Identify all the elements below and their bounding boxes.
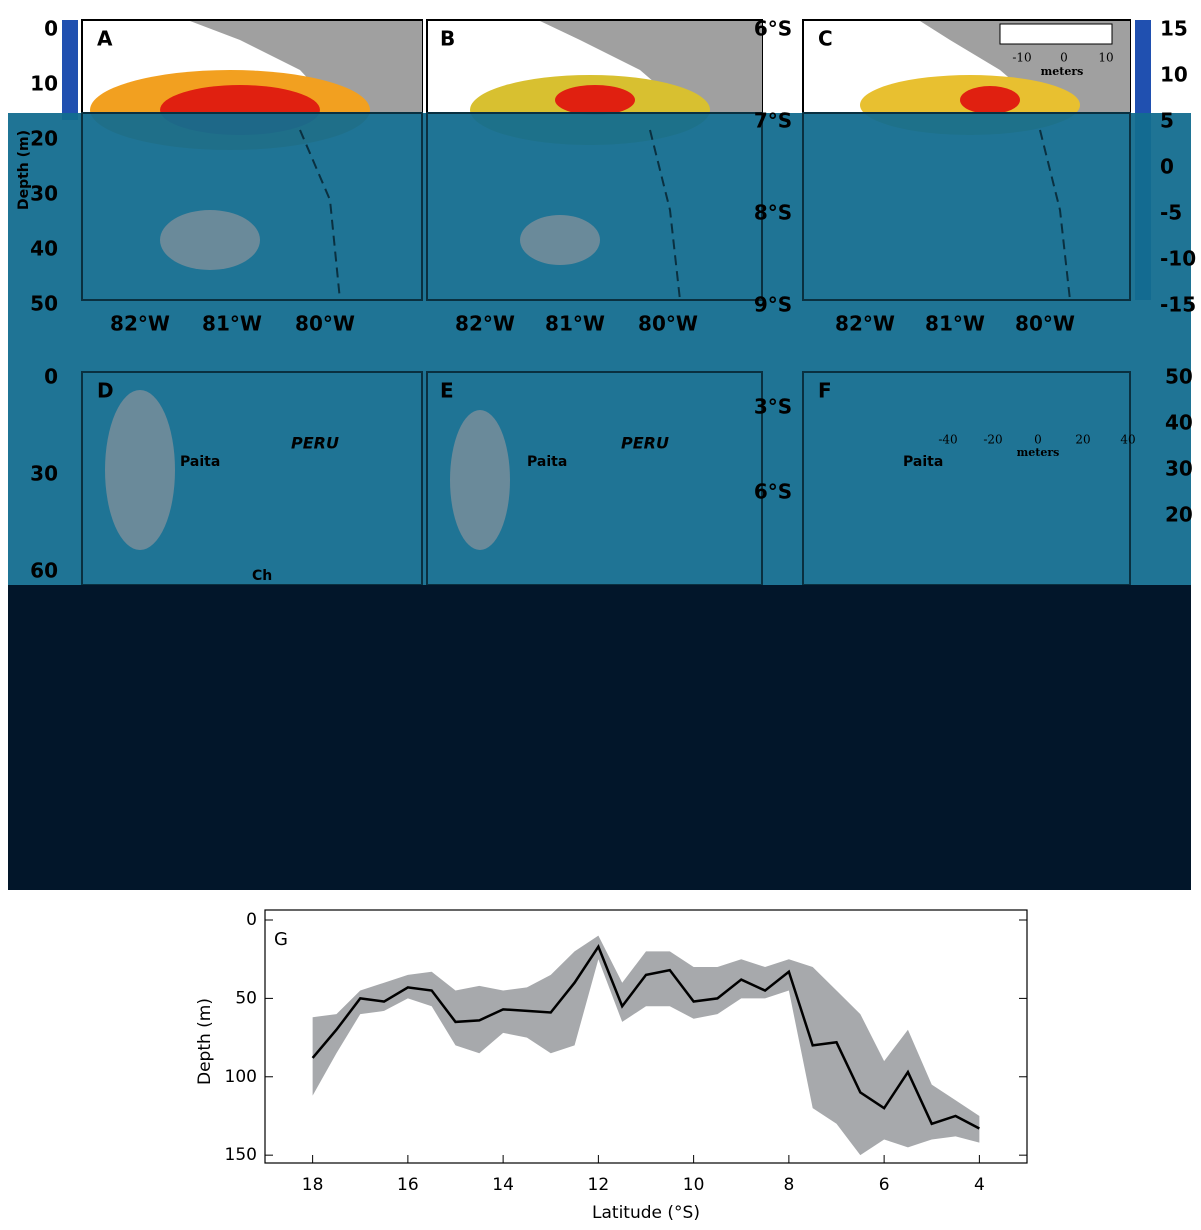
- tick-label: 6°S: [754, 480, 792, 504]
- tick-label: 81°W: [545, 312, 605, 336]
- tick-label: 7°S: [754, 109, 792, 133]
- tick-label: 10: [1160, 63, 1188, 87]
- panel-label: F: [818, 379, 832, 403]
- x-tick-label: 16: [397, 1175, 419, 1195]
- page: 0501001501816141210864Latitude (°S)Depth…: [0, 0, 1201, 1230]
- tick-label: 0: [44, 365, 58, 389]
- tick-label: 80°W: [295, 312, 355, 336]
- place-label: Paita: [180, 454, 220, 470]
- dark-overlay: [8, 585, 1191, 890]
- tick-label: 40: [30, 237, 58, 261]
- x-tick-label: 4: [974, 1175, 985, 1195]
- tick-label: 15: [1160, 17, 1188, 41]
- panel-label: E: [440, 379, 454, 403]
- place-label: PERU: [621, 434, 669, 453]
- tick-label: 9°S: [754, 293, 792, 317]
- y-tick-label: 100: [225, 1067, 257, 1087]
- place-label: Paita: [903, 454, 943, 470]
- tick-label: 8°S: [754, 201, 792, 225]
- tick-label: -15: [1160, 293, 1196, 317]
- tick-label: -10: [1160, 247, 1196, 271]
- tick-label: 81°W: [202, 312, 262, 336]
- tick-label: 80°W: [638, 312, 698, 336]
- y-tick-label: 0: [246, 910, 257, 930]
- overlay: [8, 113, 1191, 585]
- x-tick-label: 14: [492, 1175, 514, 1195]
- tick-label: 3°S: [754, 395, 792, 419]
- x-tick-label: 10: [683, 1175, 705, 1195]
- tick-label: 30: [30, 182, 58, 206]
- tick-label: 0: [1060, 51, 1068, 65]
- tick-label: 0: [1160, 155, 1174, 179]
- panel-g: 0 50 100 150 18 16 14 12 10 8 6 4 Latitude (°S) Depth…: [195, 910, 1027, 1223]
- tick-label: 10: [30, 72, 58, 96]
- tick-label: 0: [44, 17, 58, 41]
- tick-label: 30: [1165, 457, 1193, 481]
- tick-label: 40: [1165, 411, 1193, 435]
- tick-label: 20: [1165, 503, 1193, 527]
- tick-label: 60: [30, 559, 58, 583]
- panel-label: A: [97, 27, 113, 51]
- x-tick-label: 12: [588, 1175, 610, 1195]
- tick-label: 0: [1034, 433, 1042, 447]
- y-tick-label: 150: [225, 1145, 257, 1165]
- place-label: Paita: [527, 454, 567, 470]
- tick-label: 20: [1075, 433, 1090, 447]
- inset-unit: meters: [1041, 65, 1084, 78]
- tick-label: -10: [1012, 51, 1031, 65]
- x-tick-label: 18: [302, 1175, 324, 1195]
- place-label: PERU: [291, 434, 339, 453]
- tick-label: 80°W: [1015, 312, 1075, 336]
- tick-label: 40: [1120, 433, 1135, 447]
- x-axis-label: Latitude (°S): [592, 1203, 700, 1223]
- tick-label: 82°W: [835, 312, 895, 336]
- tick-label: -40: [938, 433, 957, 447]
- tick-label: 50: [30, 292, 58, 316]
- range-area: [313, 936, 980, 1155]
- tick-label: 50: [1165, 365, 1193, 389]
- panel-label: C: [818, 27, 833, 51]
- x-tick-label: 8: [783, 1175, 794, 1195]
- tick-label: 5: [1160, 109, 1174, 133]
- panel-label: B: [440, 27, 455, 51]
- tick-label: -20: [983, 433, 1002, 447]
- tick-label: 82°W: [455, 312, 515, 336]
- inset-unit: meters: [1017, 446, 1060, 459]
- tick-label: 10: [1098, 51, 1113, 65]
- tick-label: 20: [30, 127, 58, 151]
- tick-label: 81°W: [925, 312, 985, 336]
- tick-label: 30: [30, 462, 58, 486]
- tick-label: 6°S: [754, 17, 792, 41]
- y-tick-label: 50: [235, 988, 257, 1008]
- y-axis-label: Depth (m): [195, 998, 215, 1085]
- tick-label: -5: [1160, 201, 1182, 225]
- panel-label: G: [274, 929, 288, 950]
- place-label: Ch: [252, 568, 272, 584]
- tick-label: 82°W: [110, 312, 170, 336]
- x-tick-label: 6: [879, 1175, 890, 1195]
- panel-label: D: [97, 379, 114, 403]
- figure: 0501001501816141210864Latitude (°S)Depth…: [0, 0, 1201, 1226]
